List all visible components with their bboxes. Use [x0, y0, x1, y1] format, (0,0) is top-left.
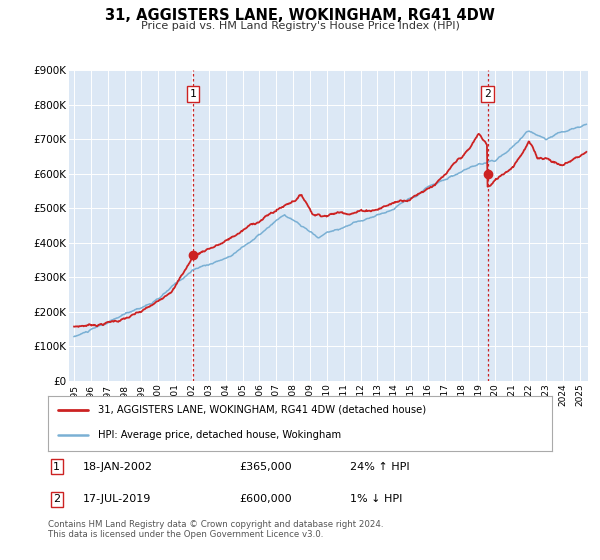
Text: 18-JAN-2002: 18-JAN-2002 [83, 461, 153, 472]
Text: 31, AGGISTERS LANE, WOKINGHAM, RG41 4DW: 31, AGGISTERS LANE, WOKINGHAM, RG41 4DW [105, 8, 495, 24]
Text: 24% ↑ HPI: 24% ↑ HPI [350, 461, 410, 472]
Text: 2: 2 [53, 494, 60, 505]
Text: Price paid vs. HM Land Registry's House Price Index (HPI): Price paid vs. HM Land Registry's House … [140, 21, 460, 31]
Text: HPI: Average price, detached house, Wokingham: HPI: Average price, detached house, Woki… [98, 431, 341, 440]
Text: 2: 2 [484, 89, 491, 99]
Text: £365,000: £365,000 [239, 461, 292, 472]
Text: 1% ↓ HPI: 1% ↓ HPI [350, 494, 403, 505]
Text: Contains HM Land Registry data © Crown copyright and database right 2024.
This d: Contains HM Land Registry data © Crown c… [48, 520, 383, 539]
Text: 1: 1 [53, 461, 60, 472]
Text: 31, AGGISTERS LANE, WOKINGHAM, RG41 4DW (detached house): 31, AGGISTERS LANE, WOKINGHAM, RG41 4DW … [98, 405, 427, 414]
Text: £600,000: £600,000 [239, 494, 292, 505]
Text: 17-JUL-2019: 17-JUL-2019 [83, 494, 152, 505]
Text: 1: 1 [190, 89, 196, 99]
